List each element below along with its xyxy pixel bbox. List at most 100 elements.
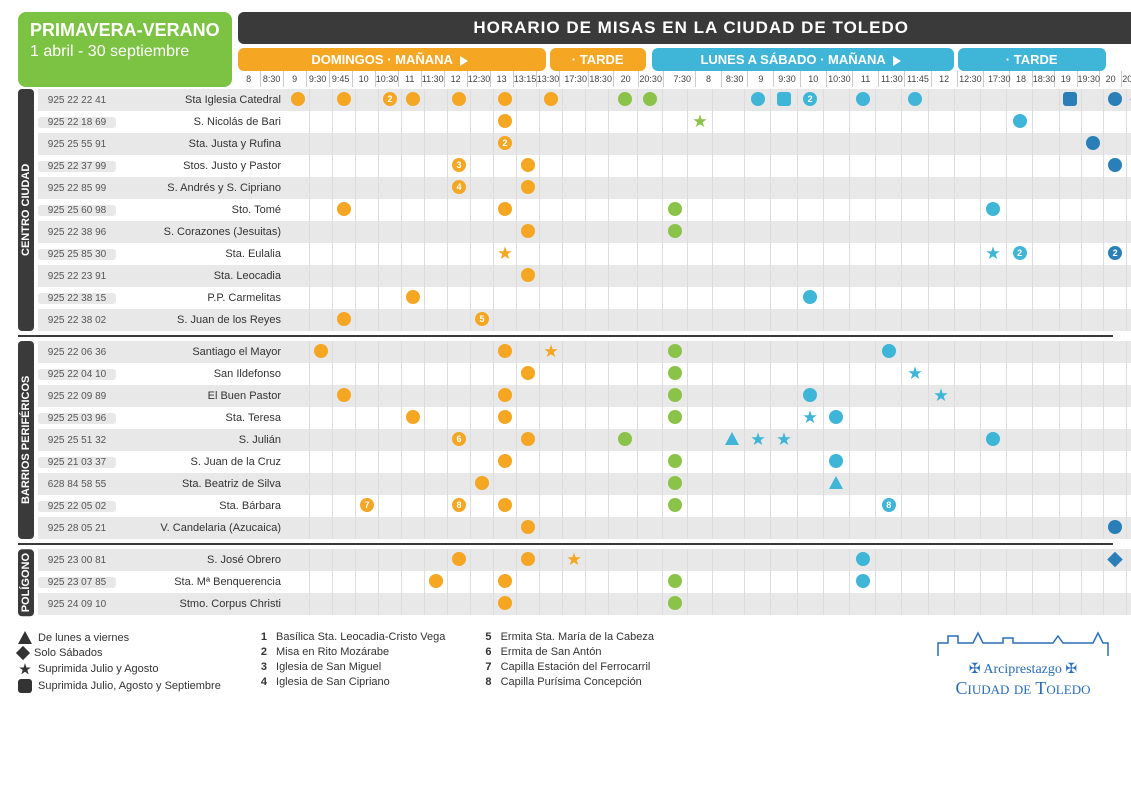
mark-square bbox=[777, 92, 791, 106]
schedule-row: 925 23 07 85 Sta. Mª Benquerencia bbox=[38, 571, 1131, 593]
phone: 925 22 22 41 bbox=[38, 95, 116, 106]
mark-dot bbox=[856, 574, 870, 588]
header-weekday-afternoon: · TARDE bbox=[958, 48, 1106, 71]
church-name: P.P. Carmelitas bbox=[119, 292, 287, 304]
mark-star bbox=[692, 113, 708, 129]
mark-star bbox=[907, 365, 923, 381]
mark-dot bbox=[498, 202, 512, 216]
church-name: S. Nicolás de Bari bbox=[119, 116, 287, 128]
mark-dot: 2 bbox=[1108, 246, 1122, 260]
schedule-row: 925 22 38 96 S. Corazones (Jesuitas) bbox=[38, 221, 1131, 243]
church-name: Sta. Leocadia bbox=[119, 270, 287, 282]
mark-dot bbox=[618, 92, 632, 106]
mark-dot: 2 bbox=[498, 136, 512, 150]
mark-dot bbox=[337, 92, 351, 106]
mark-dot bbox=[1108, 158, 1122, 172]
mark-dot bbox=[498, 92, 512, 106]
mark-star bbox=[802, 409, 818, 425]
schedule-row: 925 23 00 81 S. José Obrero bbox=[38, 549, 1131, 571]
mark-dot bbox=[544, 92, 558, 106]
legend-shape: Suprimida Julio y Agosto bbox=[18, 662, 221, 676]
phone: 925 24 09 10 bbox=[38, 599, 116, 610]
logo: ✠ Arciprestazgo ✠ Ciudad de Toledo bbox=[933, 628, 1113, 699]
mark-dot: 2 bbox=[383, 92, 397, 106]
phone: 925 22 37 99 bbox=[38, 161, 116, 172]
mark-dot bbox=[314, 344, 328, 358]
mark-star bbox=[985, 245, 1001, 261]
church-name: Santiago el Mayor bbox=[119, 346, 287, 358]
church-name: San Ildefonso bbox=[119, 368, 287, 380]
mark-dot bbox=[829, 410, 843, 424]
season-title: PRIMAVERA-VERANO bbox=[30, 20, 220, 41]
legend-note: 8 Capilla Purísima Concepción bbox=[485, 676, 654, 688]
mark-dot bbox=[882, 344, 896, 358]
schedule-row: 925 25 55 91 Sta. Justa y Rufina 2 bbox=[38, 133, 1131, 155]
phone: 925 22 05 02 bbox=[38, 501, 116, 512]
church-name: Sta. Beatriz de Silva bbox=[119, 478, 287, 490]
phone: 925 25 51 32 bbox=[38, 435, 116, 446]
church-name: S. Juan de los Reyes bbox=[119, 314, 287, 326]
schedule-row: 925 21 03 37 S. Juan de la Cruz bbox=[38, 451, 1131, 473]
mark-dot bbox=[1108, 520, 1122, 534]
mark-square bbox=[1063, 92, 1077, 106]
mark-dot bbox=[643, 92, 657, 106]
church-name: Sta. Bárbara bbox=[119, 500, 287, 512]
mark-star bbox=[543, 343, 559, 359]
schedule-row: 925 24 09 10 Stmo. Corpus Christi bbox=[38, 593, 1131, 615]
legend-note: 6 Ermita de San Antón bbox=[485, 646, 654, 658]
mark-dot: 2 bbox=[1013, 246, 1027, 260]
schedule-row: 628 84 58 55 Sta. Beatriz de Silva bbox=[38, 473, 1131, 495]
legend-shape: Solo Sábados bbox=[18, 647, 221, 659]
mark-dot bbox=[406, 410, 420, 424]
church-name: S. Andrés y S. Cipriano bbox=[119, 182, 287, 194]
header-weekday-morning: LUNES A SÁBADO · MAÑANA bbox=[652, 48, 954, 71]
mark-dot bbox=[521, 552, 535, 566]
schedule-row: 925 25 85 30 Sta. Eulalia 22 bbox=[38, 243, 1131, 265]
schedule-row: 925 22 85 99 S. Andrés y S. Cipriano 4 bbox=[38, 177, 1131, 199]
phone: 925 22 09 89 bbox=[38, 391, 116, 402]
church-name: S. Julián bbox=[119, 434, 287, 446]
schedule-row: 925 22 38 02 S. Juan de los Reyes 5 bbox=[38, 309, 1131, 331]
mark-triangle bbox=[829, 476, 843, 490]
phone: 925 22 04 10 bbox=[38, 369, 116, 380]
mark-dot bbox=[668, 596, 682, 610]
mark-dot bbox=[751, 92, 765, 106]
mark-dot: 5 bbox=[475, 312, 489, 326]
legend-note: 5 Ermita Sta. María de la Cabeza bbox=[485, 631, 654, 643]
mark-dot bbox=[668, 344, 682, 358]
schedule-row: 925 22 37 99 Stos. Justo y Pastor 3 bbox=[38, 155, 1131, 177]
mark-dot bbox=[452, 552, 466, 566]
mark-dot bbox=[521, 366, 535, 380]
church-name: Stos. Justo y Pastor bbox=[119, 160, 287, 172]
mark-dot bbox=[668, 498, 682, 512]
schedule-row: 925 25 60 98 Sto. Tomé bbox=[38, 199, 1131, 221]
mark-triangle bbox=[725, 432, 739, 446]
phone: 925 22 06 36 bbox=[38, 347, 116, 358]
mark-dot: 6 bbox=[452, 432, 466, 446]
mark-dot bbox=[829, 454, 843, 468]
section: CENTRO CIUDAD 925 22 22 41 Sta Iglesia C… bbox=[18, 89, 1113, 331]
mark-dot bbox=[618, 432, 632, 446]
church-name: Sto. Tomé bbox=[119, 204, 287, 216]
church-name: El Buen Pastor bbox=[119, 390, 287, 402]
legend-note: 3 Iglesia de San Miguel bbox=[261, 661, 446, 673]
mark-dot bbox=[668, 388, 682, 402]
mark-dot bbox=[668, 574, 682, 588]
header-domingos-afternoon: · TARDE bbox=[550, 48, 646, 71]
mark-dot bbox=[856, 552, 870, 566]
legend-note: 7 Capilla Estación del Ferrocarril bbox=[485, 661, 654, 673]
mark-dot bbox=[521, 180, 535, 194]
church-name: S. Corazones (Jesuitas) bbox=[119, 226, 287, 238]
church-name: Sta. Teresa bbox=[119, 412, 287, 424]
mark-dot bbox=[406, 92, 420, 106]
mark-dot bbox=[521, 268, 535, 282]
phone: 925 23 00 81 bbox=[38, 555, 116, 566]
mark-dot bbox=[1108, 92, 1122, 106]
phone: 925 22 38 02 bbox=[38, 315, 116, 326]
phone: 925 22 23 91 bbox=[38, 271, 116, 282]
legend-note: 4 Iglesia de San Cipriano bbox=[261, 676, 446, 688]
mark-star bbox=[776, 431, 792, 447]
mark-dot bbox=[803, 290, 817, 304]
mark-dot bbox=[986, 202, 1000, 216]
mark-dot bbox=[668, 224, 682, 238]
